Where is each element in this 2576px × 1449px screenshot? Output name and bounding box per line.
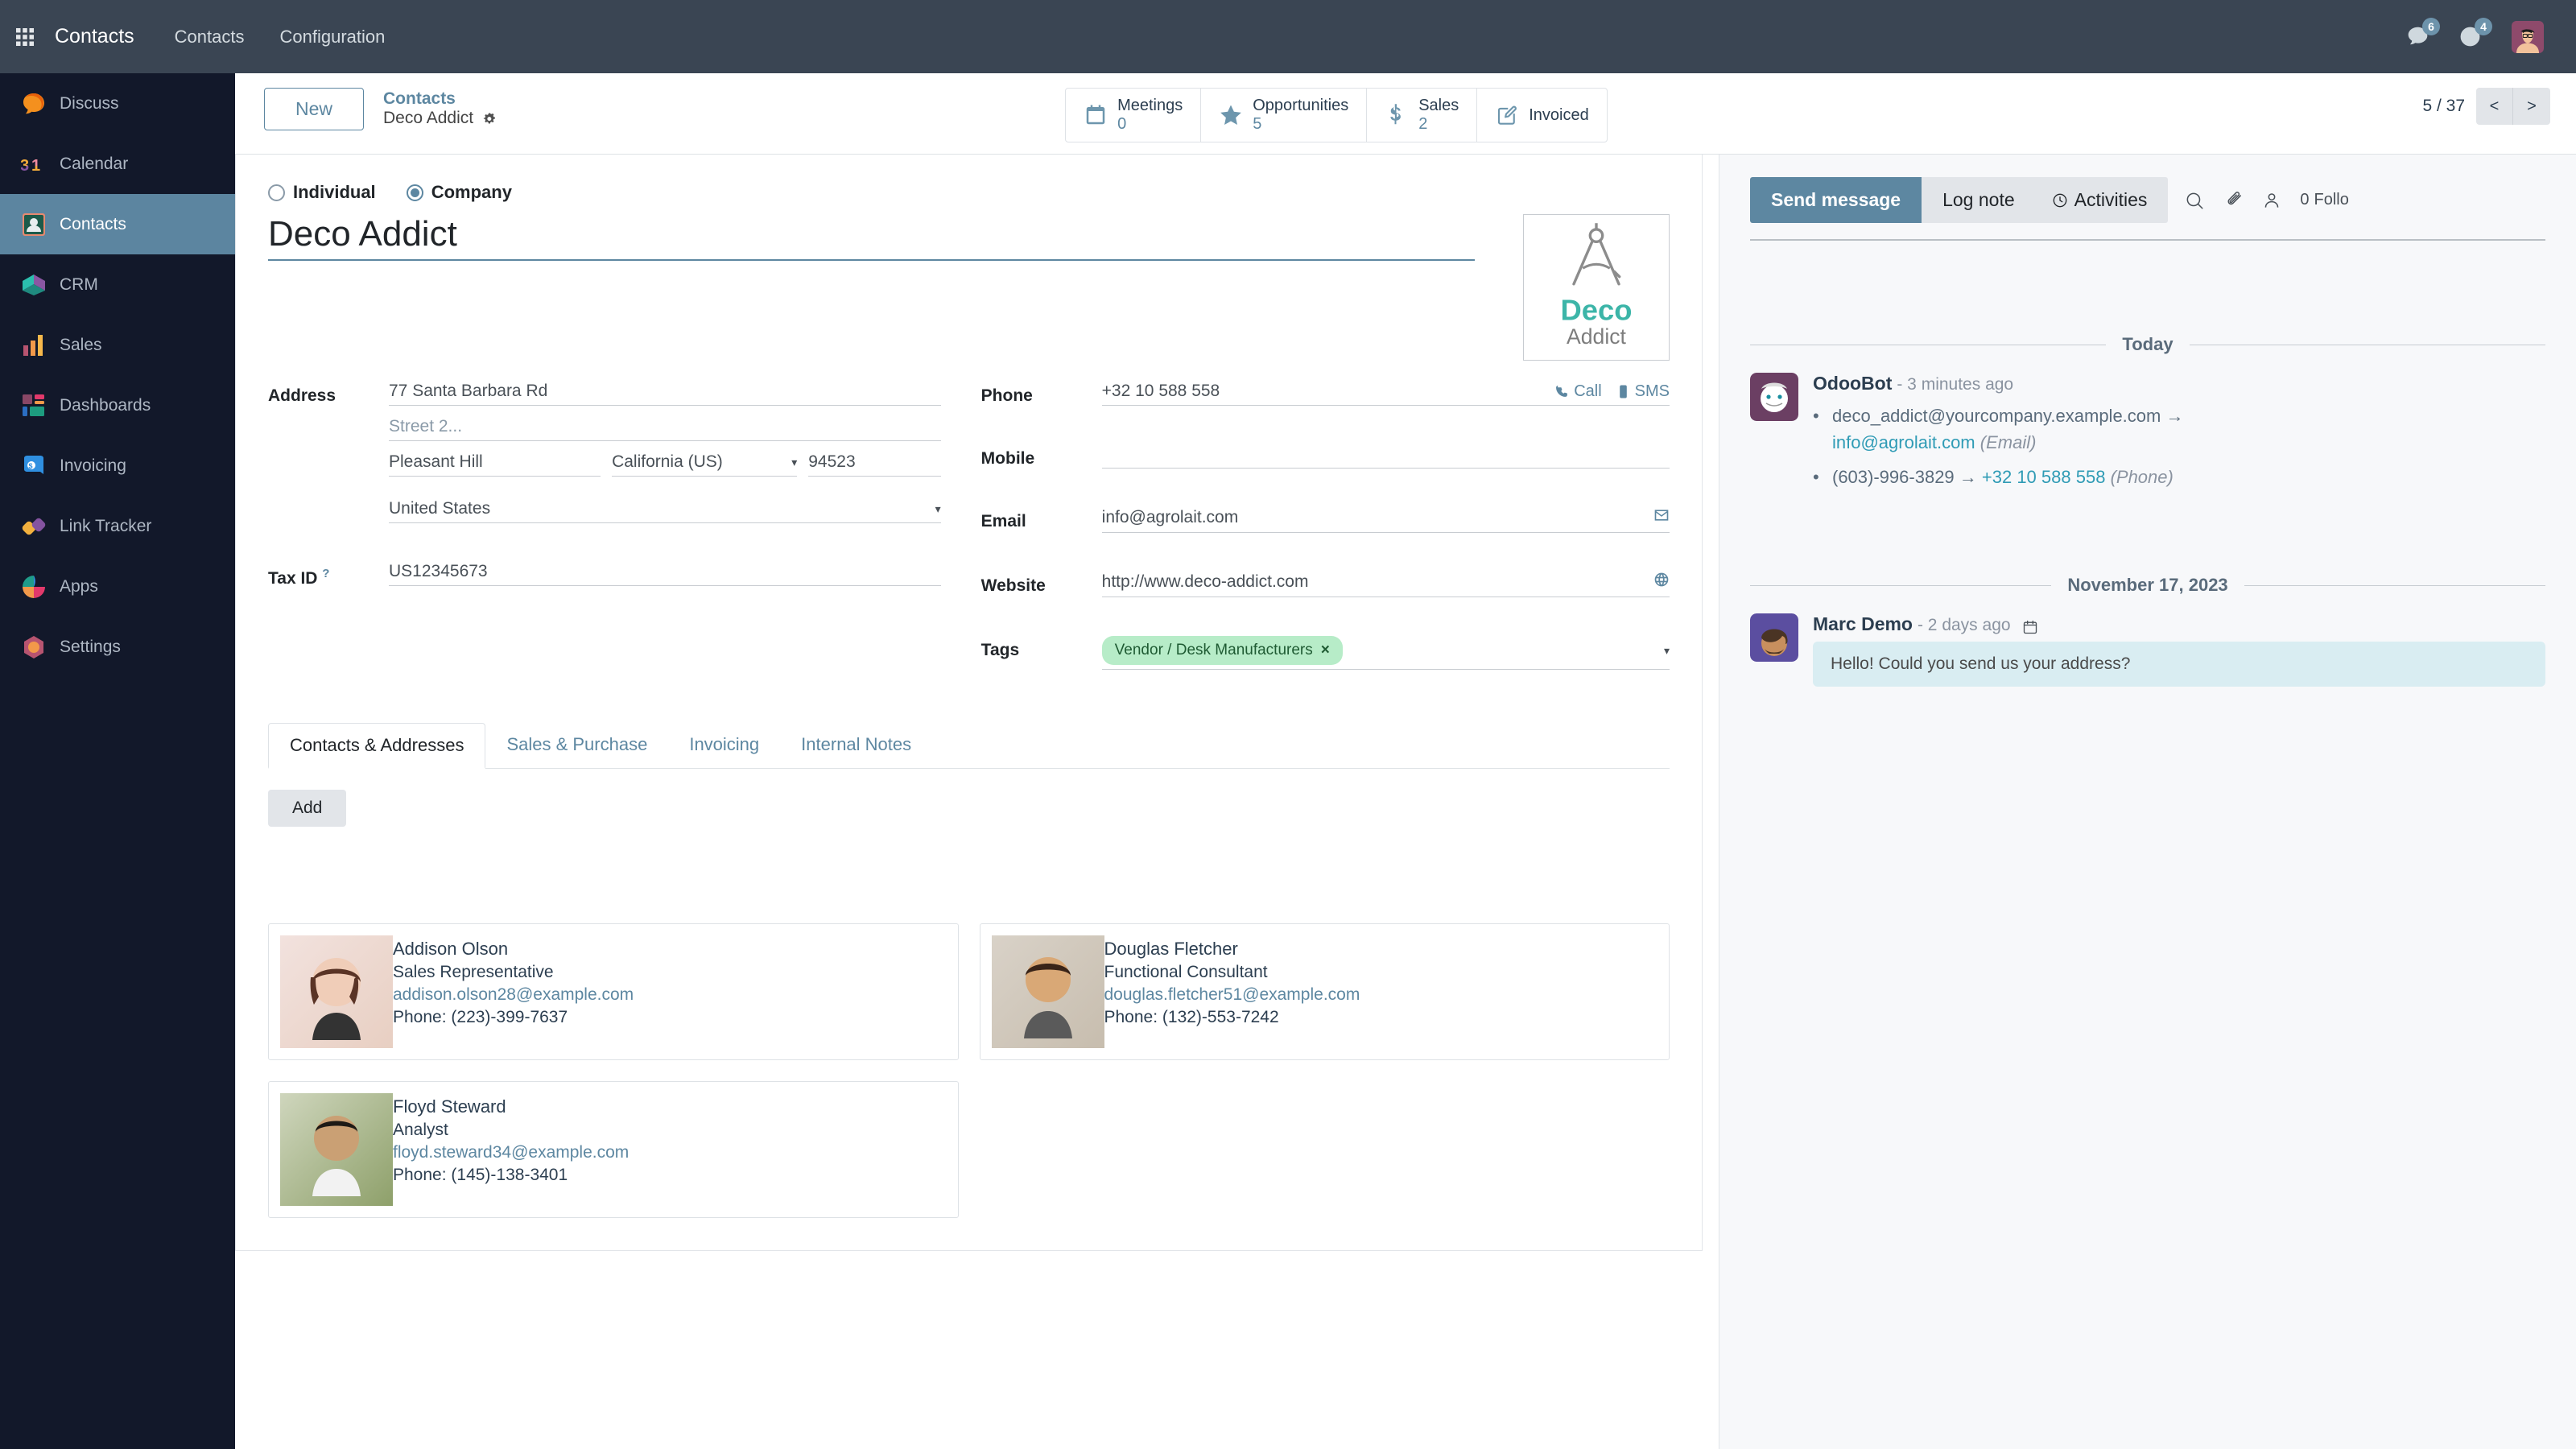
svg-text:Addict: Addict bbox=[1567, 324, 1627, 349]
svg-text:$: $ bbox=[29, 462, 33, 470]
svg-text:1: 1 bbox=[31, 157, 40, 175]
svg-text:Deco: Deco bbox=[1561, 294, 1633, 327]
svg-text:3: 3 bbox=[21, 157, 29, 175]
